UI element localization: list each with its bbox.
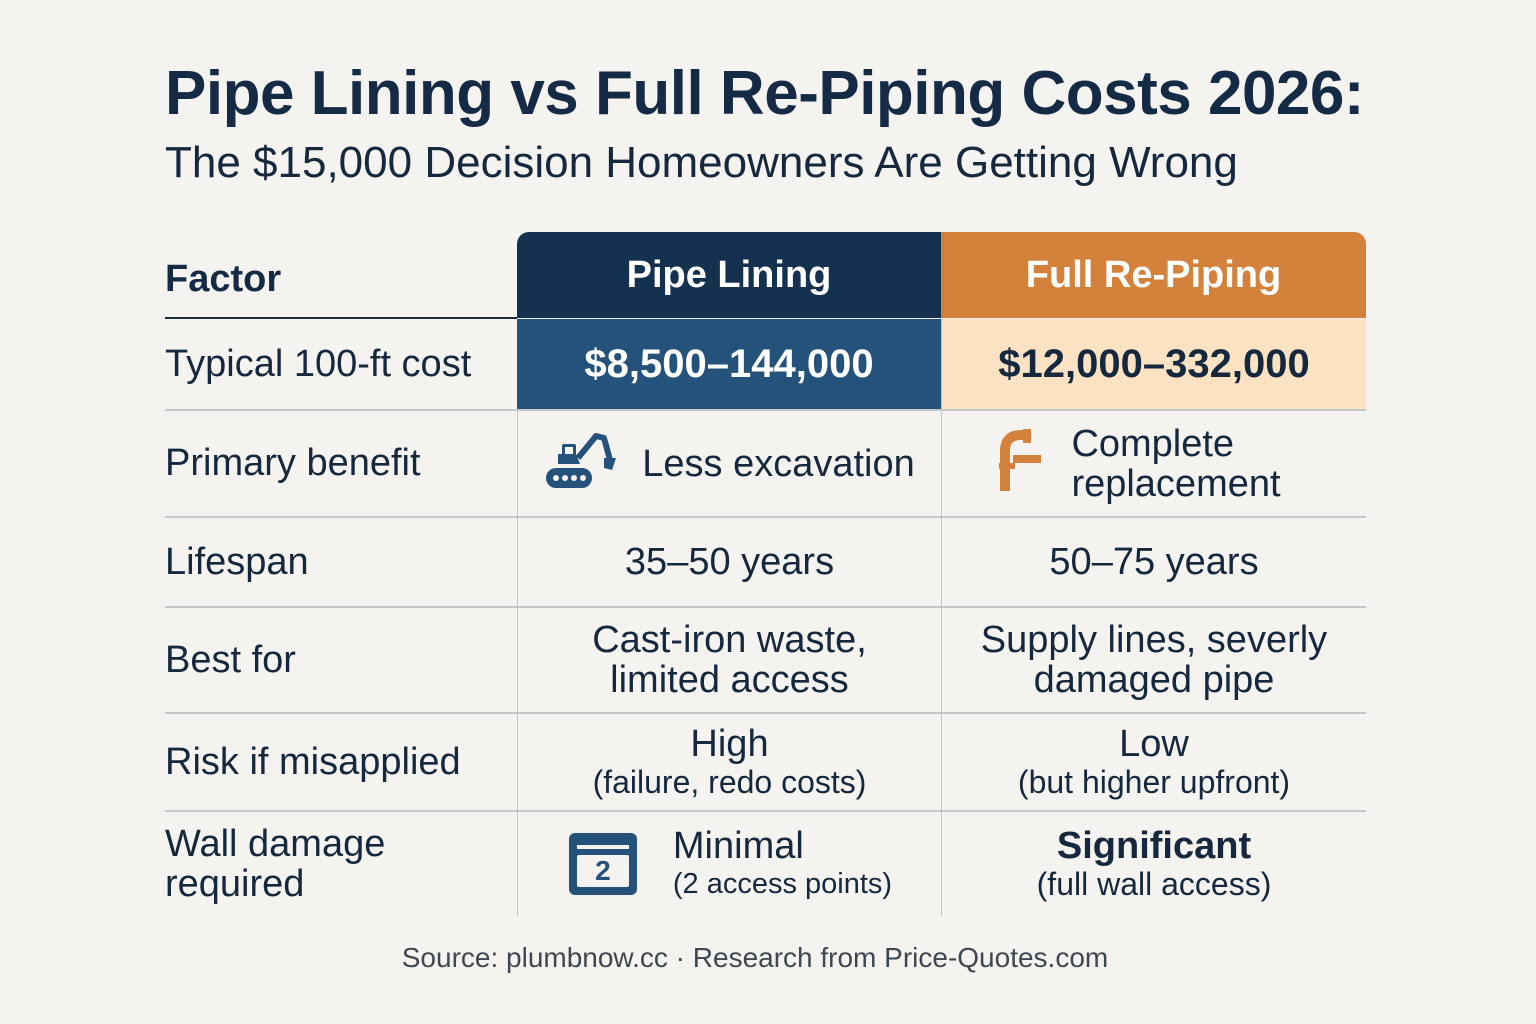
table-row-wall-damage: Wall damage required 2 Minimal (2 access…: [165, 812, 1366, 916]
source-credit: Source: plumbnow.cc · Research from Pric…: [401, 942, 1109, 973]
header-full-repiping: Full Re-Piping: [941, 232, 1366, 318]
row-divider: [165, 810, 1366, 812]
comparison-table: Factor Pipe Lining Full Re-Piping Typica…: [165, 232, 1366, 916]
header-row: Factor Pipe Lining Full Re-Piping: [165, 232, 1366, 318]
wall-repiping-main: Significant: [1056, 825, 1252, 867]
risk-lining-sub: (failure, redo costs): [592, 764, 867, 800]
benefit-repiping-line1: Complete: [1071, 422, 1235, 465]
row-divider: [165, 606, 1366, 608]
wall-full-repiping: Significant (full wall access): [941, 812, 1366, 916]
best-for-lining-line2: limited access: [610, 659, 849, 701]
risk-repiping-main: Low: [1119, 723, 1189, 765]
risk-pipe-lining: High (failure, redo costs): [517, 714, 941, 810]
factor-benefit: Primary benefit: [165, 442, 421, 484]
calendar-access-number: 2: [595, 855, 611, 886]
risk-repiping-sub: (but higher upfront): [1017, 764, 1291, 800]
benefit-repiping-line2: replacement: [1071, 462, 1281, 505]
risk-full-repiping: Low (but higher upfront): [941, 714, 1366, 810]
benefit-lining-text: Less excavation: [642, 442, 915, 485]
wall-lining-text: Minimal (2 access points): [673, 826, 892, 902]
wall-lining-sub: (2 access points): [672, 868, 893, 900]
benefit-pipe-lining: Less excavation: [517, 411, 941, 516]
best-for-full-repiping: Supply lines, severly damaged pipe: [941, 608, 1366, 712]
wall-lining-main: Minimal: [672, 825, 804, 867]
cost-pipe-lining: $8,500–144,000: [517, 319, 941, 409]
header-pipe-lining: Pipe Lining: [517, 232, 941, 318]
wall-repiping-sub: (full wall access): [1036, 866, 1272, 902]
table-row-benefit: Primary benefit: [165, 411, 1366, 516]
best-for-pipe-lining: Cast-iron waste, limited access: [517, 608, 941, 712]
table-row-risk: Risk if misapplied High (failure, redo c…: [165, 714, 1366, 810]
factor-wall-damage: Wall damage required: [165, 812, 517, 916]
table-row-best-for: Best for Cast-iron waste, limited access…: [165, 608, 1366, 712]
row-divider: [165, 516, 1366, 518]
risk-lining-main: High: [690, 723, 769, 765]
factor-wall-line1: Wall damage: [165, 823, 386, 865]
lifespan-pipe-lining: 35–50 years: [517, 518, 941, 606]
pipe-faucet-icon: [997, 429, 1043, 498]
page-subtitle: The $15,000 Decision Homeowners Are Gett…: [165, 138, 1238, 187]
lifespan-full-repiping: 50–75 years: [941, 518, 1366, 606]
calendar-access-icon: 2: [567, 831, 639, 897]
cost-full-repiping: $12,000–332,000: [941, 319, 1366, 409]
wall-pipe-lining: 2 Minimal (2 access points): [517, 812, 941, 916]
header-factor: Factor: [165, 257, 282, 300]
table-row-lifespan: Lifespan 35–50 years 50–75 years: [165, 518, 1366, 606]
factor-risk: Risk if misapplied: [165, 740, 461, 783]
best-for-repiping-line2: damaged pipe: [1033, 659, 1275, 701]
best-for-repiping-line1: Supply lines, severly: [980, 619, 1328, 661]
best-for-lining-line1: Cast-iron waste,: [592, 619, 867, 661]
row-divider: [165, 712, 1366, 714]
factor-best-for: Best for: [165, 638, 296, 681]
benefit-full-repiping: Complete replacement: [941, 411, 1366, 516]
row-divider: [165, 409, 1366, 411]
page-title: Pipe Lining vs Full Re-Piping Costs 2026…: [165, 59, 1365, 128]
benefit-repiping-text: Complete replacement: [1071, 424, 1280, 504]
factor-cost: Typical 100-ft cost: [165, 342, 472, 385]
factor-lifespan: Lifespan: [165, 540, 309, 583]
excavator-icon: [544, 430, 620, 497]
table-row-cost: Typical 100-ft cost $8,500–144,000 $12,0…: [165, 319, 1366, 409]
factor-wall-line2: required: [165, 863, 305, 905]
header-divider: [165, 317, 517, 319]
